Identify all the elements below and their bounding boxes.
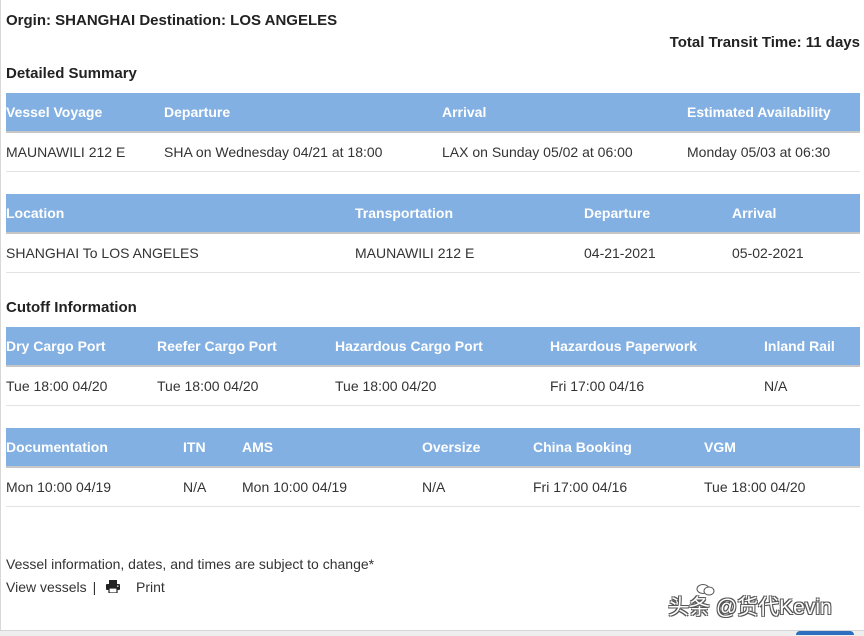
print-link[interactable]: Print (135, 579, 165, 595)
disclaimer-note: Vessel information, dates, and times are… (6, 556, 375, 572)
arrival-cell: 05-02-2021 (732, 233, 860, 273)
inland-rail-cell: N/A (764, 366, 860, 406)
column-header-hazardous-cargo-port[interactable]: Hazardous Cargo Port (335, 327, 550, 367)
itn-cell: N/A (183, 467, 242, 507)
table-row: MAUNAWILI 212 E SHA on Wednesday 04/21 a… (6, 132, 860, 172)
summary-table: Vessel Voyage Departure Arrival Estimate… (6, 93, 860, 172)
total-transit-time: Total Transit Time: 11 days (669, 34, 860, 51)
column-header-arrival[interactable]: Arrival (442, 93, 687, 133)
location-cell: SHANGHAI To LOS ANGELES (6, 233, 355, 273)
watermark-text: 头条 @货代Kevin (668, 596, 832, 619)
cutoff-information-heading: Cutoff Information (6, 299, 137, 316)
corner-button[interactable] (796, 631, 854, 635)
column-header-oversize[interactable]: Oversize (422, 428, 533, 468)
column-header-departure[interactable]: Departure (584, 194, 732, 234)
transportation-cell: MAUNAWILI 212 E (355, 233, 584, 273)
link-separator: | (92, 579, 97, 595)
speech-bubble-icon (696, 584, 715, 596)
table-row: Mon 10:00 04/19 N/A Mon 10:00 04/19 N/A … (6, 467, 860, 507)
column-header-hazardous-paperwork[interactable]: Hazardous Paperwork (550, 327, 764, 367)
cutoff-table-docs: Documentation ITN AMS Oversize China Boo… (6, 428, 860, 507)
reefer-cargo-port-cell: Tue 18:00 04/20 (157, 366, 335, 406)
column-header-reefer-cargo-port[interactable]: Reefer Cargo Port (157, 327, 335, 367)
view-vessels-link[interactable]: View vessels (6, 579, 87, 595)
vgm-cell: Tue 18:00 04/20 (704, 467, 860, 507)
column-header-departure[interactable]: Departure (164, 93, 442, 133)
column-header-ams[interactable]: AMS (242, 428, 422, 468)
table-row: Tue 18:00 04/20 Tue 18:00 04/20 Tue 18:0… (6, 366, 860, 406)
china-booking-cell: Fri 17:00 04/16 (533, 467, 704, 507)
departure-cell: 04-21-2021 (584, 233, 732, 273)
column-header-transportation[interactable]: Transportation (355, 194, 584, 234)
column-header-location[interactable]: Location (6, 194, 355, 234)
table-row: SHANGHAI To LOS ANGELES MAUNAWILI 212 E … (6, 233, 860, 273)
column-header-documentation[interactable]: Documentation (6, 428, 183, 468)
left-border (0, 0, 1, 635)
estimated-availability-cell: Monday 05/03 at 06:30 (687, 132, 860, 172)
dry-cargo-port-cell: Tue 18:00 04/20 (6, 366, 157, 406)
column-header-vessel-voyage[interactable]: Vessel Voyage (6, 93, 164, 133)
documentation-cell: Mon 10:00 04/19 (6, 467, 183, 507)
cutoff-table-ports: Dry Cargo Port Reefer Cargo Port Hazardo… (6, 327, 860, 406)
column-header-china-booking[interactable]: China Booking (533, 428, 704, 468)
column-header-dry-cargo-port[interactable]: Dry Cargo Port (6, 327, 157, 367)
column-header-estimated-availability[interactable]: Estimated Availability (687, 93, 860, 133)
ams-cell: Mon 10:00 04/19 (242, 467, 422, 507)
legs-table: Location Transportation Departure Arriva… (6, 194, 860, 273)
route-title: Orgin: SHANGHAI Destination: LOS ANGELES (6, 12, 338, 29)
hazardous-cargo-port-cell: Tue 18:00 04/20 (335, 366, 550, 406)
printer-icon[interactable] (106, 580, 121, 593)
column-header-itn[interactable]: ITN (183, 428, 242, 468)
vessel-voyage-cell: MAUNAWILI 212 E (6, 132, 164, 172)
footer-links: View vessels | Print (6, 579, 165, 595)
hazardous-paperwork-cell: Fri 17:00 04/16 (550, 366, 764, 406)
arrival-cell: LAX on Sunday 05/02 at 06:00 (442, 132, 687, 172)
column-header-arrival[interactable]: Arrival (732, 194, 860, 234)
departure-cell: SHA on Wednesday 04/21 at 18:00 (164, 132, 442, 172)
bottom-bar (0, 630, 864, 636)
column-header-inland-rail[interactable]: Inland Rail (764, 327, 860, 367)
column-header-vgm[interactable]: VGM (704, 428, 860, 468)
oversize-cell: N/A (422, 467, 533, 507)
detailed-summary-heading: Detailed Summary (6, 65, 137, 82)
